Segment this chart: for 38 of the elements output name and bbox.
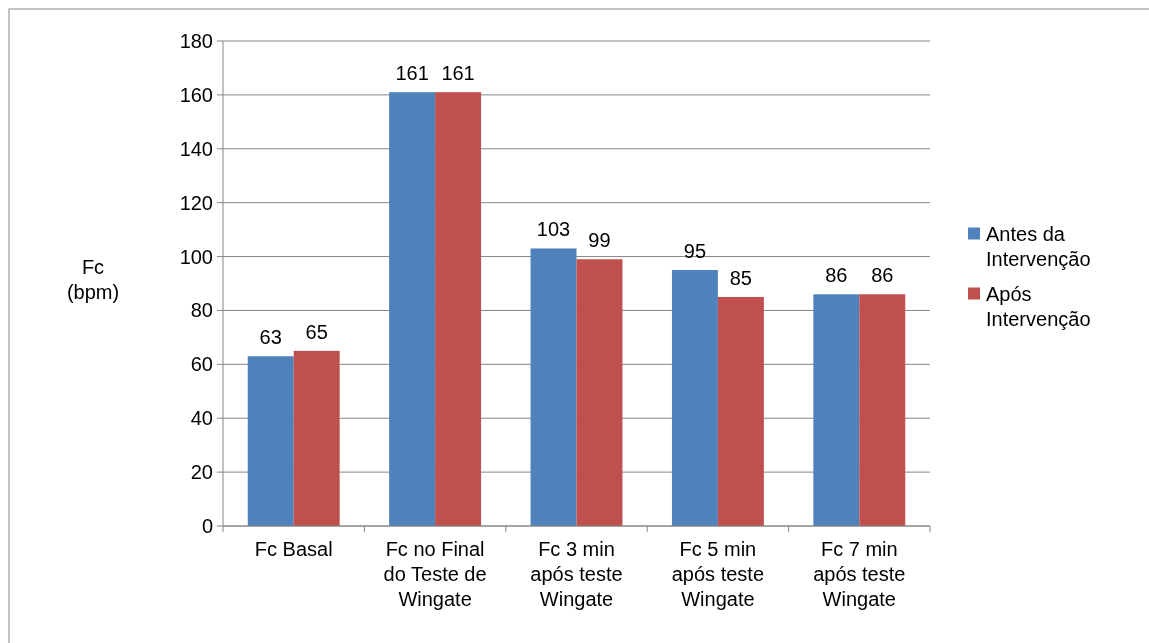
data-label: 86 [871, 264, 894, 287]
bar [435, 92, 482, 526]
y-tick-label: 20 [190, 461, 213, 484]
data-label: 99 [588, 229, 611, 252]
bar [247, 356, 294, 526]
x-tick-label: Fc no Final do Teste de Wingate [383, 538, 487, 610]
data-label: 63 [259, 326, 282, 349]
bar [389, 92, 436, 526]
data-label: 103 [536, 218, 571, 241]
bar [530, 248, 577, 526]
x-tick-label: Fc 5 min após teste Wingate [671, 538, 765, 610]
bar [576, 259, 623, 526]
bar [859, 294, 906, 526]
data-label: 86 [825, 264, 848, 287]
x-tick-label: Fc 7 min após teste Wingate [813, 538, 906, 610]
data-label: 95 [683, 240, 707, 263]
x-tick-label: Fc Basal [254, 538, 333, 560]
legend-label: Após Intervenção [986, 282, 1091, 330]
data-label: 161 [441, 62, 475, 85]
bar [671, 270, 718, 526]
x-tick-label: Fc 3 min após teste Wingate [530, 538, 623, 610]
bar [293, 350, 340, 526]
data-label: 85 [729, 266, 752, 289]
y-tick-label: 140 [179, 137, 213, 160]
y-tick-label: 160 [179, 83, 213, 106]
y-tick-label: 0 [201, 515, 213, 537]
y-axis-title: Fc (bpm) [66, 255, 120, 303]
y-tick-label: 100 [179, 245, 213, 268]
data-label: 161 [395, 62, 429, 85]
y-tick-label: 60 [190, 353, 213, 376]
y-tick-label: 180 [179, 30, 213, 52]
y-tick-label: 40 [190, 407, 213, 430]
y-tick-label: 80 [190, 299, 213, 322]
bar [717, 296, 764, 526]
y-tick-label: 120 [179, 191, 213, 214]
legend-label: Antes da Intervenção [986, 222, 1091, 270]
bar [813, 294, 860, 526]
data-label: 65 [305, 320, 328, 343]
